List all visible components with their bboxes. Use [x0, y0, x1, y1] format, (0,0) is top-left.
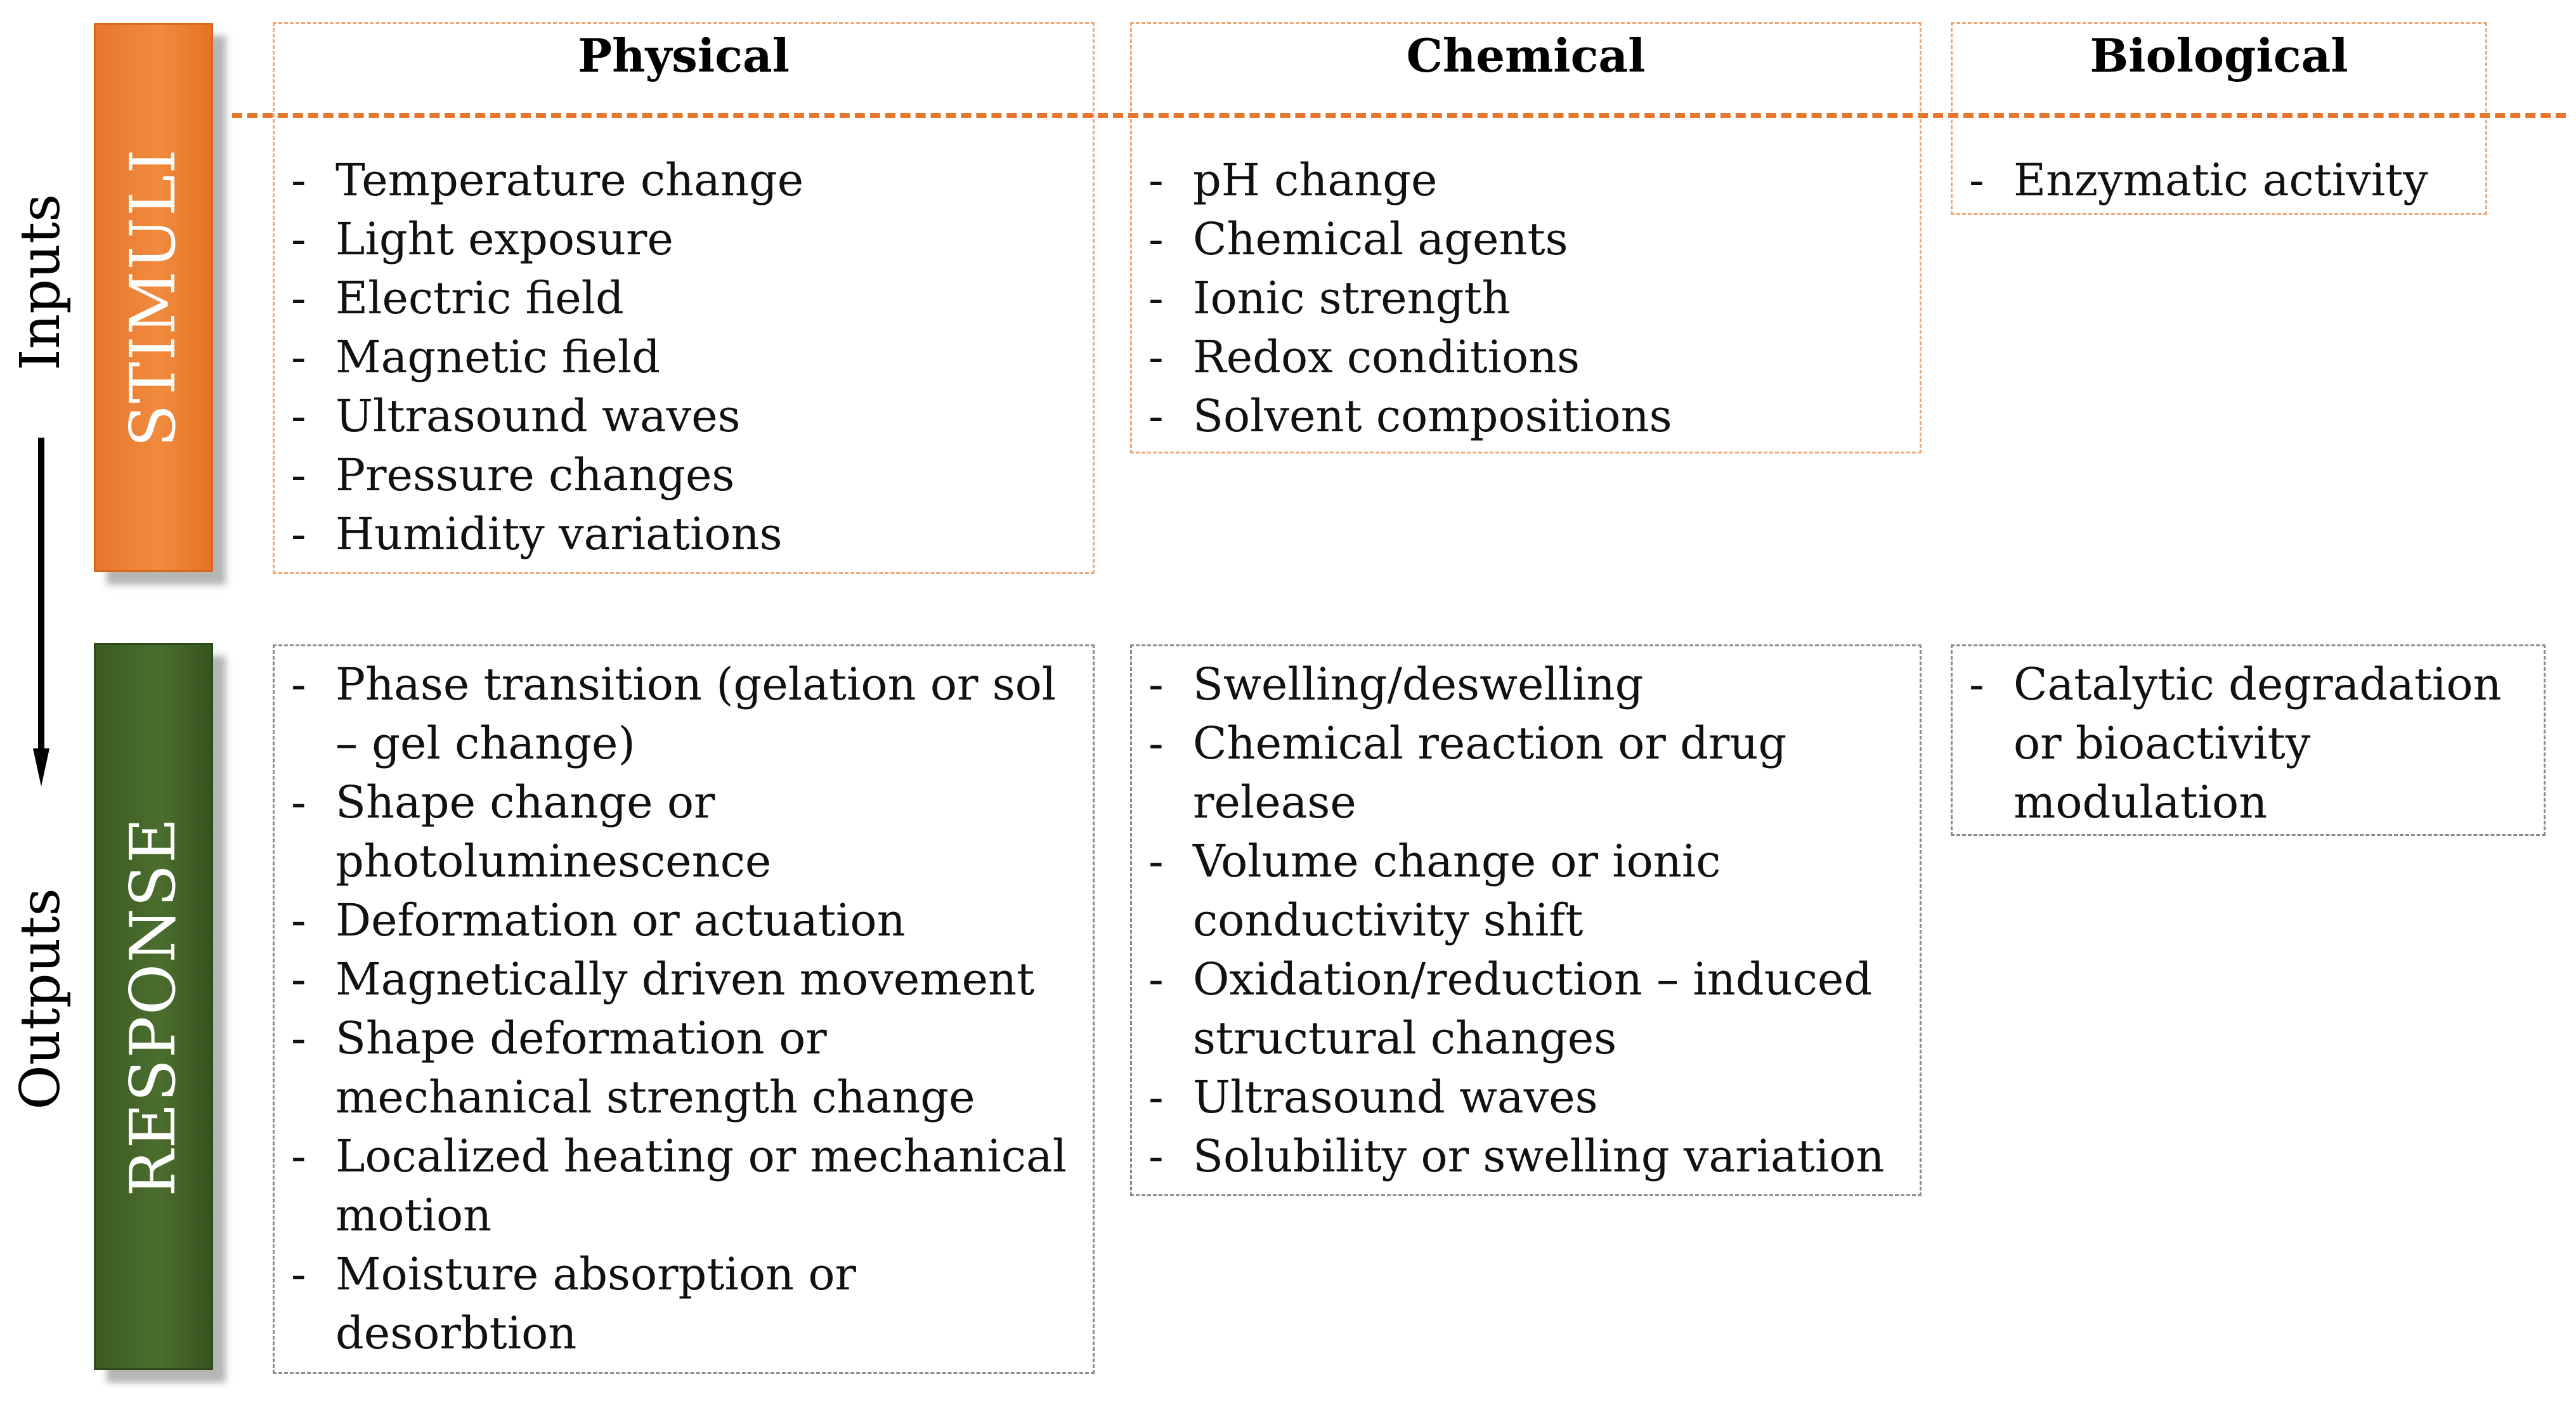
- column-header-chemical: Chemical: [1406, 29, 1646, 82]
- list-item: Light exposure: [275, 210, 1093, 269]
- list-item: Magnetic field: [275, 328, 1093, 387]
- list-item: pH change: [1132, 151, 1920, 210]
- chemical-stimuli-list: pH change Chemical agents Ionic strength…: [1132, 151, 1920, 446]
- physical-response-box: Phase transition (gelation or sol – gel …: [273, 644, 1095, 1374]
- list-item: Shape deformation or mechanical strength…: [275, 1009, 1093, 1127]
- list-item: Redox conditions: [1132, 328, 1920, 387]
- list-item: Shape change or photoluminescence: [275, 773, 1093, 891]
- chemical-response-box: Swelling/deswelling Chemical reaction or…: [1130, 644, 1922, 1196]
- list-item: Catalytic degradation or bioactivity mod…: [1953, 655, 2544, 832]
- list-item: Ultrasound waves: [275, 387, 1093, 446]
- chemical-response-list: Swelling/deswelling Chemical reaction or…: [1132, 655, 1920, 1186]
- down-arrow-icon: [33, 438, 49, 786]
- header-divider: [232, 113, 2566, 118]
- biological-stimuli-box: Enzymatic activity: [1951, 22, 2487, 215]
- list-item: Swelling/deswelling: [1132, 655, 1920, 714]
- list-item: Moisture absorption or desorbtion: [275, 1245, 1093, 1363]
- list-item: Chemical agents: [1132, 210, 1920, 269]
- column-header-physical: Physical: [577, 29, 790, 82]
- response-bar: RESPONSE: [94, 643, 213, 1370]
- list-item: Phase transition (gelation or sol – gel …: [275, 655, 1093, 773]
- biological-stimuli-list: Enzymatic activity: [1953, 151, 2485, 210]
- inputs-label: Inputs: [9, 193, 72, 371]
- list-item: Chemical reaction or drug release: [1132, 714, 1920, 832]
- list-item: Enzymatic activity: [1953, 151, 2485, 210]
- list-item: Magnetically driven movement: [275, 950, 1093, 1009]
- list-item: Ultrasound waves: [1132, 1068, 1920, 1127]
- list-item: Pressure changes: [275, 446, 1093, 505]
- list-item: Solvent compositions: [1132, 387, 1920, 446]
- physical-response-list: Phase transition (gelation or sol – gel …: [275, 655, 1093, 1363]
- biological-response-box: Catalytic degradation or bioactivity mod…: [1951, 644, 2546, 836]
- list-item: Deformation or actuation: [275, 891, 1093, 950]
- list-item: Temperature change: [275, 151, 1093, 210]
- list-item: Volume change or ionic conductivity shif…: [1132, 832, 1920, 950]
- stimuli-bar: STIMULI: [94, 23, 213, 572]
- physical-stimuli-box: Temperature change Light exposure Electr…: [273, 22, 1095, 574]
- list-item: Localized heating or mechanical motion: [275, 1127, 1093, 1245]
- stimuli-label: STIMULI: [117, 148, 190, 447]
- list-item: Ionic strength: [1132, 269, 1920, 328]
- list-item: Oxidation/reduction – induced structural…: [1132, 950, 1920, 1068]
- chemical-stimuli-box: pH change Chemical agents Ionic strength…: [1130, 22, 1922, 453]
- physical-stimuli-list: Temperature change Light exposure Electr…: [275, 151, 1093, 564]
- biological-response-list: Catalytic degradation or bioactivity mod…: [1953, 655, 2544, 832]
- outputs-label: Outputs: [9, 888, 72, 1110]
- list-item: Electric field: [275, 269, 1093, 328]
- list-item: Humidity variations: [275, 505, 1093, 564]
- list-item: Solubility or swelling variation: [1132, 1127, 1920, 1186]
- column-header-biological: Biological: [2090, 29, 2348, 82]
- response-label: RESPONSE: [117, 816, 190, 1197]
